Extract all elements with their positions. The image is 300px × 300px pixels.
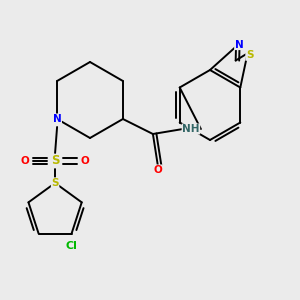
Text: N: N bbox=[53, 114, 62, 124]
Text: O: O bbox=[154, 165, 162, 175]
Text: S: S bbox=[51, 178, 59, 188]
Text: Cl: Cl bbox=[66, 241, 77, 251]
Text: O: O bbox=[21, 156, 29, 166]
Text: NH: NH bbox=[182, 124, 200, 134]
Text: S: S bbox=[246, 50, 253, 60]
Text: S: S bbox=[51, 154, 59, 167]
Text: O: O bbox=[81, 156, 89, 166]
Text: N: N bbox=[235, 40, 243, 50]
